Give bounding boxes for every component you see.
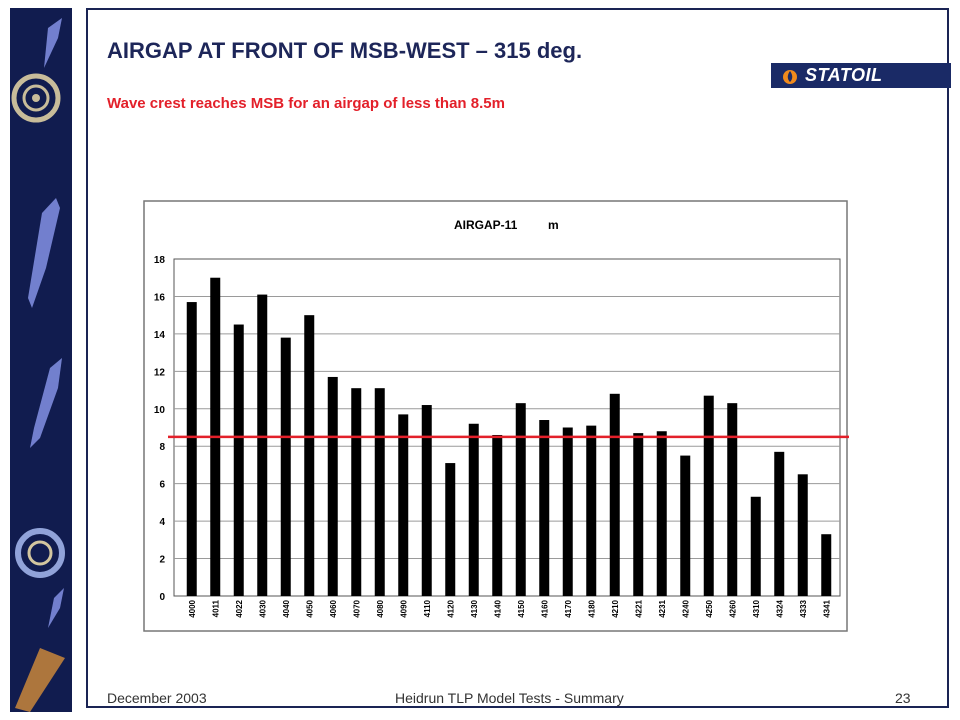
x-tick-label: 4210: [611, 599, 620, 617]
y-tick-label: 14: [154, 330, 166, 341]
y-tick-label: 8: [159, 442, 165, 453]
chart-title: AIRGAP-11: [454, 218, 518, 232]
y-tick-label: 10: [154, 405, 166, 416]
x-tick-label: 4060: [329, 599, 338, 617]
logo-text: STATOIL: [805, 65, 883, 85]
frame-top-line: [86, 8, 949, 10]
x-tick-label: 4180: [587, 599, 596, 617]
fossil-decoration-icon: [11, 18, 65, 712]
decorative-side-band: [10, 8, 72, 712]
slide-frame: [86, 8, 949, 708]
bar: [398, 414, 409, 596]
x-tick-label: 4130: [470, 599, 479, 617]
y-tick-label: 2: [159, 555, 165, 566]
x-tick-label: 4050: [305, 599, 314, 617]
y-tick-label: 0: [159, 592, 165, 603]
bar: [327, 376, 338, 596]
x-tick-label: 4110: [423, 599, 432, 617]
slide-title: AIRGAP AT FRONT OF MSB-WEST – 315 deg.: [107, 38, 583, 63]
y-tick-label: 12: [154, 367, 166, 378]
bar: [680, 455, 691, 596]
x-tick-label: 4040: [282, 599, 291, 617]
x-tick-label: 4324: [775, 599, 784, 617]
x-tick-label: 4240: [681, 599, 690, 617]
bar: [774, 451, 785, 596]
x-tick-label: 4260: [728, 599, 737, 617]
bar: [374, 388, 385, 596]
bar: [727, 403, 738, 596]
footer-title: Heidrun TLP Model Tests - Summary: [395, 690, 624, 706]
bar: [351, 388, 362, 596]
y-tick-label: 4: [159, 517, 165, 528]
x-tick-label: 4341: [822, 599, 831, 617]
statoil-logo: STATOIL: [771, 63, 951, 88]
bar: [233, 324, 244, 596]
bar: [703, 395, 714, 596]
bar: [186, 302, 197, 596]
x-tick-label: 4011: [211, 599, 220, 617]
bar: [821, 534, 832, 596]
x-tick-label: 4231: [658, 599, 667, 617]
bar: [633, 433, 644, 596]
bar: [468, 423, 479, 596]
bar: [797, 474, 808, 596]
x-tick-label: 4030: [258, 599, 267, 617]
y-tick-label: 16: [154, 292, 166, 303]
x-tick-label: 4000: [188, 599, 197, 617]
x-tick-label: 4080: [376, 599, 385, 617]
plot-area: [173, 258, 841, 597]
x-tick-label: 4250: [705, 599, 714, 617]
bar: [609, 393, 620, 596]
x-tick-label: 4022: [235, 599, 244, 617]
slide-subtitle: Wave crest reaches MSB for an airgap of …: [107, 95, 505, 112]
bar: [421, 405, 432, 596]
x-tick-label: 4160: [540, 599, 549, 617]
x-tick-label: 4150: [517, 599, 526, 617]
footer-date: December 2003: [107, 690, 207, 706]
page-number: 23: [895, 690, 911, 706]
bar: [304, 315, 315, 596]
bar: [562, 427, 573, 596]
chart-unit-label: m: [548, 218, 559, 232]
x-tick-label: 4120: [446, 599, 455, 617]
bar: [515, 403, 526, 596]
bar: [257, 294, 268, 596]
y-tick-label: 6: [159, 480, 165, 491]
bar: [280, 337, 291, 596]
x-tick-label: 4140: [493, 599, 502, 617]
x-tick-label: 4070: [352, 599, 361, 617]
bar: [492, 434, 503, 596]
x-tick-label: 4333: [799, 599, 808, 617]
bar: [539, 420, 550, 596]
x-tick-label: 4090: [399, 599, 408, 617]
x-tick-label: 4221: [634, 599, 643, 617]
x-axis: 4000 4011 4022 4030 4040 4050 4060 4070 4080 4090…: [188, 599, 832, 617]
flame-logo-icon: [783, 69, 797, 84]
y-axis: 0 2 4 6 8 10 12 14 16 18: [154, 255, 166, 603]
x-tick-label: 4170: [564, 599, 573, 617]
bar: [750, 496, 761, 596]
y-tick-label: 18: [154, 255, 166, 266]
x-tick-label: 4310: [752, 599, 761, 617]
bar: [656, 431, 667, 596]
bar: [445, 463, 456, 596]
bar: [586, 425, 597, 596]
